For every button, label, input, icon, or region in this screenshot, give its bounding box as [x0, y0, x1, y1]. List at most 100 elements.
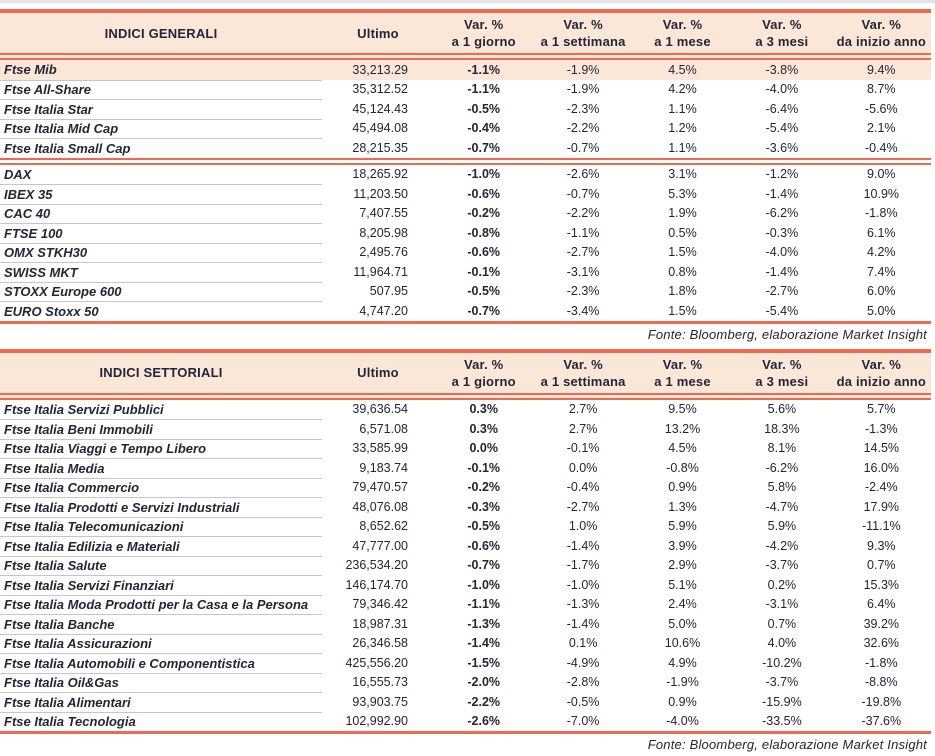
var-3-mesi-cell: -1.4%: [765, 264, 799, 279]
var-1-giorno-cell: 0.3%: [469, 421, 498, 436]
column-header-var-1-settimana: Var. % a 1 settimana: [540, 356, 626, 389]
table-title: INDICI GENERALI: [104, 25, 218, 41]
table-row: Ftse Italia Commercio 79,470.57 -0.2% -0…: [0, 477, 931, 498]
var-3-mesi-cell: 5.9%: [767, 519, 797, 534]
var-1-settimana-cell: -7.0%: [566, 714, 600, 729]
var-3-mesi-cell: -4.7%: [765, 499, 799, 514]
var-1-settimana-cell: 0.1%: [568, 636, 598, 651]
header-divider: [0, 53, 931, 60]
var-inizio-anno-cell: 8.7%: [867, 82, 896, 97]
var-1-mese-cell: 0.9%: [668, 480, 697, 495]
table-indici-generali: INDICI GENERALI Ultimo Var. % a 1 giorno…: [0, 9, 931, 345]
var-3-mesi-cell: -3.8%: [765, 62, 799, 77]
var-1-settimana-cell: 2.7%: [568, 421, 598, 436]
table-row: DAX 18,265.92 -1.0% -2.6% 3.1% -1.2% 9.0…: [0, 165, 931, 185]
table-header: INDICI GENERALI Ultimo Var. % a 1 giorno…: [0, 13, 931, 53]
var-inizio-anno-cell: -1.8%: [864, 206, 898, 221]
var-1-giorno-cell: -0.5%: [467, 519, 501, 534]
var-1-settimana-cell: -0.7%: [566, 140, 600, 155]
ultimo-value-cell: 18,987.31: [352, 616, 408, 631]
index-name-cell: Ftse Italia Mid Cap: [0, 118, 322, 139]
var-inizio-anno-cell: 5.0%: [867, 303, 896, 318]
var-1-giorno-cell: 0.0%: [469, 441, 498, 456]
ultimo-value-cell: 146,174.70: [345, 577, 408, 592]
ultimo-value-cell: 102,992.90: [345, 714, 408, 729]
var-3-mesi-cell: -5.4%: [765, 303, 799, 318]
var-1-giorno-cell: -0.3%: [467, 499, 501, 514]
index-name-cell: Ftse Italia Commercio: [0, 477, 322, 498]
var-inizio-anno-cell: 16.0%: [863, 460, 900, 475]
index-name-cell: OMX STKH30: [0, 242, 322, 263]
var-3-mesi-cell: -6.2%: [765, 206, 799, 221]
table-row: Ftse Italia Servizi Pubblici 39,636.54 0…: [0, 400, 931, 420]
table-row: OMX STKH30 2,495.76 -0.6% -2.7% 1.5% -4.…: [0, 242, 931, 263]
var-inizio-anno-cell: 9.3%: [867, 538, 896, 553]
var-3-mesi-cell: -3.1%: [765, 597, 799, 612]
var-3-mesi-cell: -4.2%: [765, 538, 799, 553]
table-bottom-rule: [0, 731, 931, 734]
ultimo-value-cell: 45,494.08: [352, 121, 408, 136]
index-name-cell: Ftse Italia Edilizia e Materiali: [0, 536, 322, 556]
var-inizio-anno-cell: 14.5%: [863, 441, 900, 456]
var-inizio-anno-cell: 39.2%: [863, 616, 900, 631]
index-name-cell: Ftse Italia Star: [0, 99, 322, 119]
var-1-settimana-cell: -1.4%: [566, 538, 600, 553]
table-row: Ftse Italia Edilizia e Materiali 47,777.…: [0, 536, 931, 556]
var-1-settimana-cell: 1.0%: [568, 519, 598, 534]
var-3-mesi-cell: -3.6%: [765, 140, 799, 155]
var-inizio-anno-cell: 9.4%: [867, 62, 896, 77]
table-header: INDICI SETTORIALI Ultimo Var. % a 1 gior…: [0, 352, 931, 393]
var-inizio-anno-cell: -37.6%: [861, 714, 902, 729]
var-3-mesi-cell: -0.3%: [765, 225, 799, 240]
table-row: Ftse Italia Viaggi e Tempo Libero 33,585…: [0, 438, 931, 459]
var-1-settimana-cell: -1.0%: [566, 577, 600, 592]
ultimo-value-cell: 11,964.71: [353, 264, 408, 279]
var-1-settimana-cell: -0.7%: [566, 186, 600, 201]
var-1-settimana-cell: 2.7%: [568, 402, 598, 417]
var-1-mese-cell: 3.9%: [668, 538, 697, 553]
var-1-giorno-cell: -0.5%: [467, 101, 501, 116]
var-inizio-anno-cell: 10.9%: [863, 186, 900, 201]
var-3-mesi-cell: -3.7%: [765, 675, 799, 690]
window-edge-strip: [0, 0, 935, 3]
var-1-settimana-cell: -2.2%: [566, 206, 600, 221]
var-1-giorno-cell: -1.1%: [467, 62, 501, 77]
var-inizio-anno-cell: 6.1%: [867, 225, 896, 240]
index-name-cell: STOXX Europe 600: [0, 281, 322, 302]
ultimo-value-cell: 79,470.57: [352, 480, 408, 495]
column-header-var-3-mesi: Var. % a 3 mesi: [755, 356, 809, 389]
index-name-cell: Ftse All-Share: [0, 79, 322, 100]
column-header-var-inizio-anno: Var. % da inizio anno: [836, 17, 927, 49]
ultimo-value-cell: 18,265.92: [352, 167, 408, 182]
table-row: EURO Stoxx 50 4,747.20 -0.7% -3.4% 1.5% …: [0, 301, 931, 321]
ultimo-value-cell: 7,407.55: [359, 206, 408, 221]
index-name-cell: Ftse Italia Small Cap: [0, 138, 322, 158]
var-1-settimana-cell: -2.3%: [566, 101, 600, 116]
table-row: Ftse Italia Oil&Gas 16,555.73 -2.0% -2.8…: [0, 672, 931, 693]
rows-container: Ftse Italia Servizi Pubblici 39,636.54 0…: [0, 400, 931, 732]
var-1-mese-cell: 1.2%: [668, 121, 697, 136]
var-3-mesi-cell: -15.9%: [762, 694, 802, 709]
var-1-giorno-cell: -1.1%: [467, 82, 501, 97]
var-1-mese-cell: -1.9%: [666, 675, 699, 690]
column-header-ultimo: Ultimo: [357, 25, 399, 41]
var-1-settimana-cell: -0.4%: [566, 480, 600, 495]
var-3-mesi-cell: -5.4%: [765, 121, 799, 136]
table-top-rule: [0, 9, 931, 13]
var-1-settimana-cell: -1.1%: [566, 225, 600, 240]
ultimo-value-cell: 26,346.58: [352, 636, 408, 651]
source-note: Fonte: Bloomberg, elaborazione Market In…: [647, 326, 927, 342]
var-1-giorno-cell: -0.7%: [467, 140, 501, 155]
index-name-cell: Ftse Italia Beni Immobili: [0, 419, 322, 439]
index-name-cell: Ftse Italia Media: [0, 458, 322, 478]
var-1-giorno-cell: -0.1%: [467, 460, 501, 475]
report-page: INDICI GENERALI Ultimo Var. % a 1 giorno…: [0, 3, 935, 755]
table-row: Ftse Italia Assicurazioni 26,346.58 -1.4…: [0, 633, 931, 654]
var-inizio-anno-cell: 5.7%: [867, 402, 896, 417]
column-header-var-3-mesi: Var. % a 3 mesi: [755, 17, 809, 49]
var-3-mesi-cell: -1.2%: [765, 167, 799, 182]
var-3-mesi-cell: 0.7%: [767, 616, 797, 631]
var-1-settimana-cell: -1.4%: [566, 616, 600, 631]
ultimo-value-cell: 425,556.20: [345, 655, 408, 670]
var-inizio-anno-cell: 2.1%: [867, 121, 896, 136]
